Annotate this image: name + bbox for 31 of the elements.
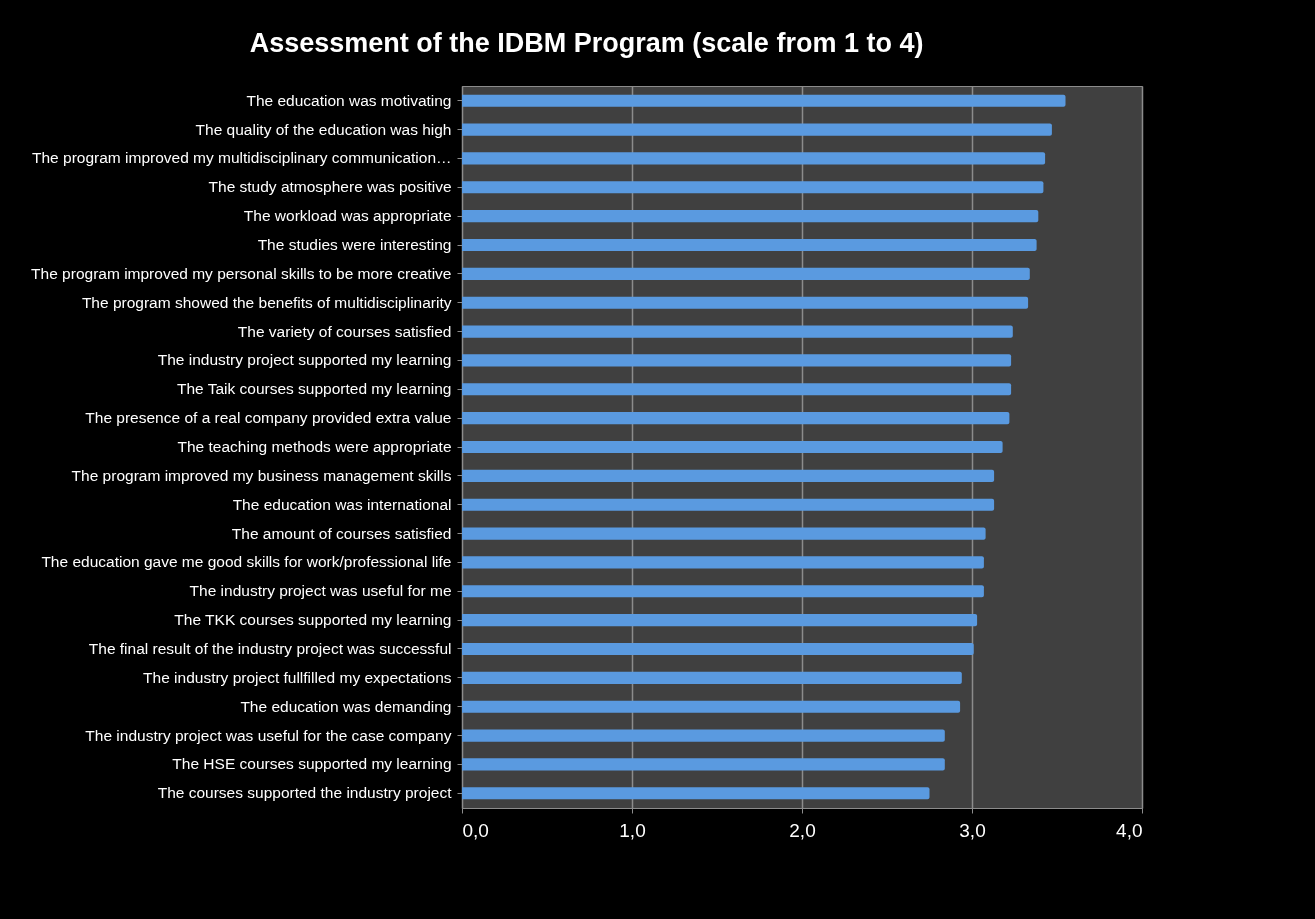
- y-tick-label: The program showed the benefits of multidisciplinarity: [81, 293, 452, 311]
- y-tick-label: The education was demanding: [240, 697, 452, 715]
- y-tick-label: The program improved my multidisciplinary communication…: [32, 149, 452, 167]
- y-tick-label: The education was motivating: [246, 91, 452, 109]
- y-tick-label: The program improved my business management skills: [71, 466, 452, 484]
- y-tick-label: The TKK courses supported my learning: [174, 611, 452, 629]
- y-tick-label: The industry project supported my learning: [157, 351, 452, 369]
- chart-title: Assessment of the IDBM Program (scale from 1 to 4): [249, 28, 924, 58]
- x-tick-label: 1,0: [619, 819, 646, 841]
- y-tick-label: The study atmosphere was positive: [208, 178, 452, 196]
- y-tick-label: The education gave me good skills for work/professional life: [41, 553, 452, 571]
- x-tick-label: 2,0: [789, 819, 816, 841]
- y-tick-label: The quality of the education was high: [195, 120, 452, 138]
- y-tick-label: The program improved my personal skills to be more creative: [31, 264, 452, 282]
- y-tick-label: The Taik courses supported my learning: [176, 380, 452, 398]
- y-tick-label: The industry project was useful for me: [189, 582, 452, 600]
- x-tick-label: 3,0: [959, 819, 986, 841]
- y-tick-label: The industry project was useful for the case company: [85, 726, 452, 744]
- y-tick-label: The education was international: [232, 495, 452, 513]
- y-tick-label: The studies were interesting: [257, 236, 452, 253]
- x-tick-label: 0,0: [462, 819, 489, 841]
- x-tick-label: 4,0: [1116, 819, 1143, 841]
- y-tick-label: The final result of the industry project was successful: [88, 640, 452, 657]
- y-tick-label: The amount of courses satisfied: [231, 524, 452, 542]
- y-tick-label: The teaching methods were appropriate: [177, 438, 452, 455]
- y-tick-label: The workload was appropriate: [243, 207, 452, 225]
- y-tick-label: The industry project fullfilled my expectations: [143, 668, 452, 686]
- y-tick-label: The variety of courses satisfied: [237, 322, 452, 340]
- y-tick-label: The courses supported the industry project: [157, 784, 453, 802]
- y-tick-label: The presence of a real company provided extra value: [85, 409, 452, 427]
- y-tick-label: The HSE courses supported my learning: [172, 755, 452, 773]
